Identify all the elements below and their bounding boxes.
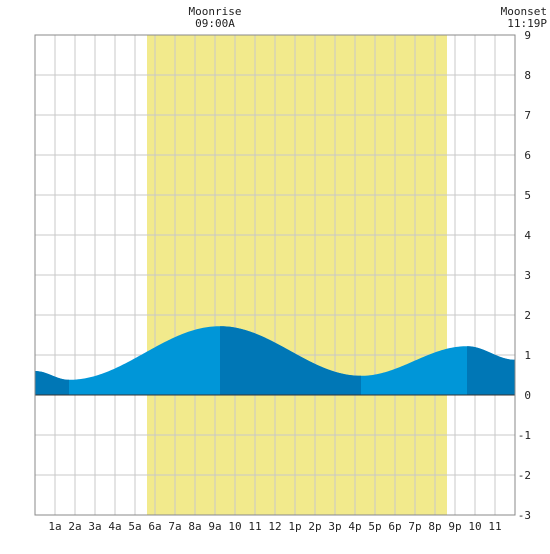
moonrise-annotation: Moonrise 09:00A — [185, 6, 245, 30]
x-tick-label: 9p — [448, 520, 461, 533]
moonset-time: 11:19P — [507, 17, 547, 30]
x-tick-label: 2p — [308, 520, 321, 533]
y-tick-label: 0 — [524, 389, 531, 402]
plot-frame — [34, 34, 516, 516]
y-tick-label: 9 — [524, 29, 531, 42]
y-tick-label: 3 — [524, 269, 531, 282]
tide-area-falling-segment — [220, 326, 361, 395]
x-tick-label: 12 — [268, 520, 281, 533]
x-tick-label: 9a — [208, 520, 221, 533]
y-tick-label: -2 — [518, 469, 531, 482]
x-tick-label: 6p — [388, 520, 401, 533]
y-tick-label: 5 — [524, 189, 531, 202]
x-tick-label: 3a — [88, 520, 101, 533]
x-tick-label: 5p — [368, 520, 381, 533]
moonset-annotation: Moonset 11:19P — [495, 6, 547, 30]
y-tick-label: -1 — [518, 429, 531, 442]
y-tick-label: 6 — [524, 149, 531, 162]
tide-area-layer — [35, 326, 515, 395]
tide-area-falling-segment — [35, 371, 69, 395]
x-tick-label: 4a — [108, 520, 121, 533]
x-tick-label: 2a — [68, 520, 81, 533]
tick-label-layer: 1a 2a 3a 4a 5a 6a 7a 8a 9a 10 11 12 1p 2p 3p 4p 5p 6p 7p 8p… — [48, 29, 531, 533]
y-tick-label: 1 — [524, 349, 531, 362]
x-tick-label: 10 — [228, 520, 241, 533]
x-tick-label: 1p — [288, 520, 301, 533]
x-tick-label: 7a — [168, 520, 181, 533]
x-tick-label: 8p — [428, 520, 441, 533]
moonrise-time: 09:00A — [195, 17, 235, 30]
x-tick-label: 8a — [188, 520, 201, 533]
y-tick-label: -3 — [518, 509, 531, 522]
moonset-label: Moonset — [500, 5, 547, 18]
moonrise-label: Moonrise — [188, 5, 242, 18]
y-tick-label: 8 — [524, 69, 531, 82]
x-tick-label: 10 — [468, 520, 481, 533]
x-tick-label: 3p — [328, 520, 341, 533]
tide-area-falling-segment — [467, 346, 515, 395]
y-tick-label: 2 — [524, 309, 531, 322]
x-tick-label: 4p — [348, 520, 361, 533]
x-tick-label: 7p — [408, 520, 421, 533]
x-tick-label: 5a — [128, 520, 141, 533]
y-tick-label: 7 — [524, 109, 531, 122]
x-tick-label: 1a — [48, 520, 61, 533]
x-tick-label: 6a — [148, 520, 161, 533]
x-tick-label: 11 — [488, 520, 501, 533]
y-tick-label: 4 — [524, 229, 531, 242]
x-tick-label: 11 — [248, 520, 261, 533]
frame-layer — [34, 34, 516, 516]
